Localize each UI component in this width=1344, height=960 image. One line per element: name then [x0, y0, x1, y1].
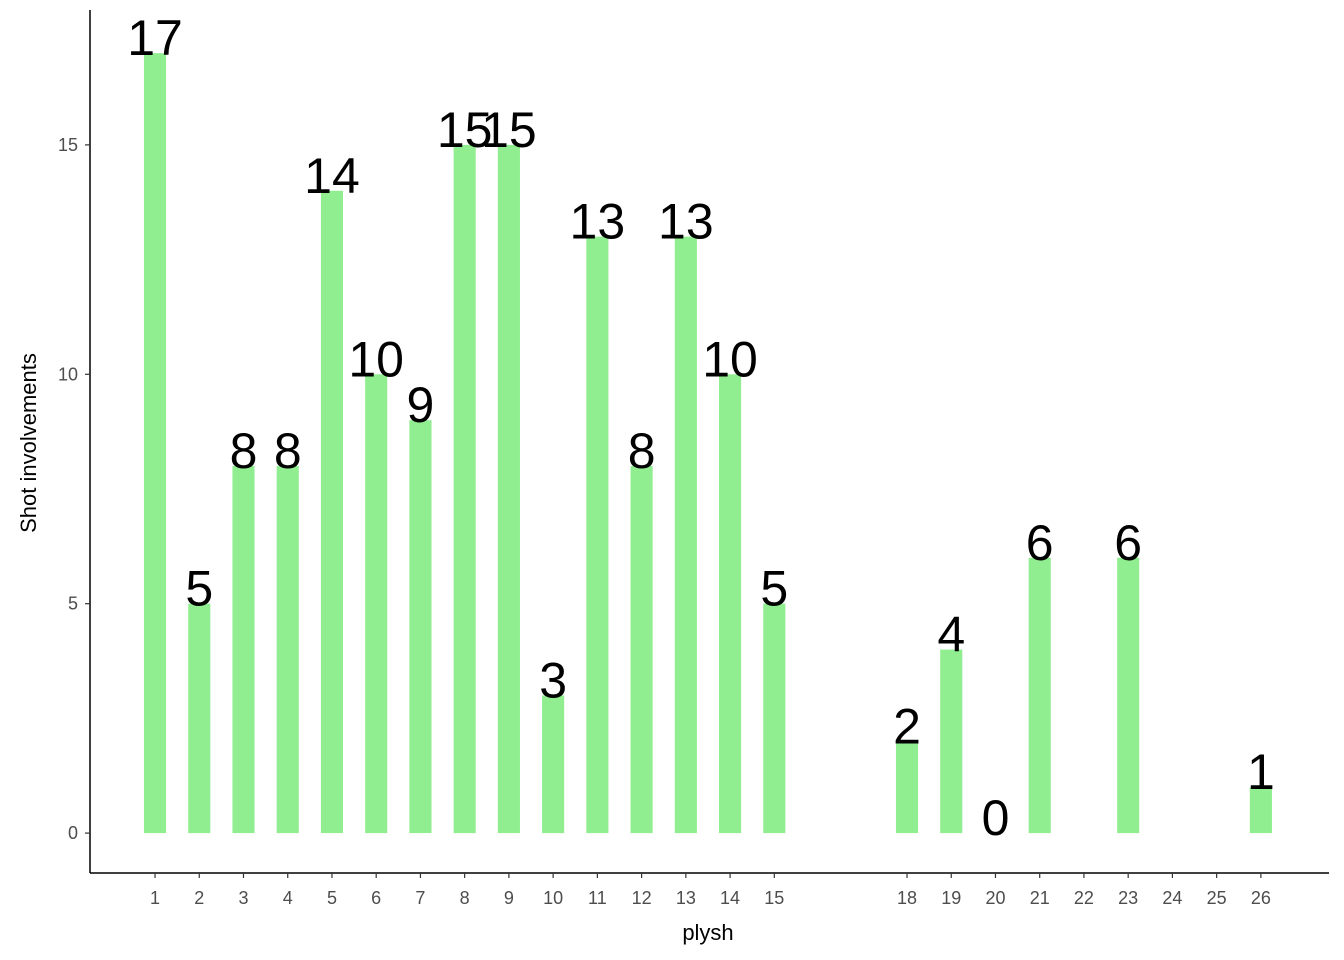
bar	[630, 466, 653, 834]
x-tick-label: 21	[1030, 888, 1050, 908]
bar	[895, 741, 919, 834]
x-tick-label: 12	[632, 888, 652, 908]
bar	[365, 374, 388, 834]
bar	[497, 144, 520, 834]
data-label: 8	[230, 423, 258, 479]
data-label: 5	[760, 561, 788, 617]
bar	[763, 603, 786, 834]
bar	[276, 466, 299, 834]
x-tick-label: 4	[283, 888, 293, 908]
data-label: 4	[937, 607, 965, 663]
data-label: 14	[304, 148, 360, 204]
x-tick-label: 23	[1118, 888, 1138, 908]
bar	[409, 420, 432, 834]
bar	[188, 603, 211, 834]
y-tick-label: 10	[58, 364, 78, 384]
data-label: 1	[1247, 744, 1275, 800]
bar	[674, 236, 697, 834]
data-label: 17	[127, 10, 183, 66]
x-tick-label: 24	[1162, 888, 1182, 908]
data-label: 0	[982, 790, 1010, 846]
x-tick-label: 19	[941, 888, 961, 908]
bar	[1028, 557, 1051, 834]
data-label: 6	[1026, 515, 1054, 571]
bar	[586, 236, 609, 834]
data-label: 5	[185, 561, 213, 617]
data-label: 10	[348, 331, 404, 387]
x-tick-label: 26	[1251, 888, 1271, 908]
x-tick-label: 3	[238, 888, 248, 908]
bar	[320, 190, 344, 834]
data-label: 13	[658, 194, 714, 250]
x-tick-label: 15	[764, 888, 784, 908]
x-tick-label: 20	[985, 888, 1005, 908]
data-label: 3	[539, 652, 567, 708]
bar	[940, 649, 963, 834]
x-tick-label: 2	[194, 888, 204, 908]
bar	[1117, 557, 1140, 834]
data-label: 13	[570, 194, 626, 250]
data-label: 15	[437, 102, 493, 158]
x-tick-label: 25	[1207, 888, 1227, 908]
x-tick-label: 7	[415, 888, 425, 908]
x-tick-label: 6	[371, 888, 381, 908]
x-tick-label: 11	[588, 888, 607, 908]
data-label: 6	[1114, 515, 1142, 571]
bar	[719, 374, 742, 834]
data-label: 8	[274, 423, 302, 479]
bar	[453, 144, 476, 834]
y-axis-title: Shot involvements	[16, 353, 41, 533]
bar	[542, 695, 565, 834]
data-label: 15	[481, 102, 537, 158]
y-tick-label: 0	[68, 823, 78, 843]
x-tick-label: 13	[676, 888, 696, 908]
x-tick-label: 8	[460, 888, 470, 908]
data-label: 2	[893, 698, 921, 754]
bar	[232, 466, 255, 834]
x-tick-label: 9	[504, 888, 514, 908]
data-label: 8	[628, 423, 656, 479]
bar	[143, 53, 167, 834]
x-tick-label: 18	[897, 888, 917, 908]
x-tick-label: 14	[720, 888, 740, 908]
x-tick-label: 1	[150, 888, 160, 908]
data-label: 9	[407, 377, 435, 433]
y-tick-label: 15	[58, 135, 78, 155]
bar	[1249, 787, 1272, 834]
data-label: 10	[702, 331, 758, 387]
x-axis-title: plysh	[682, 920, 733, 945]
x-tick-label: 5	[327, 888, 337, 908]
x-tick-label: 22	[1074, 888, 1094, 908]
x-tick-label: 10	[543, 888, 563, 908]
y-tick-label: 5	[68, 594, 78, 614]
